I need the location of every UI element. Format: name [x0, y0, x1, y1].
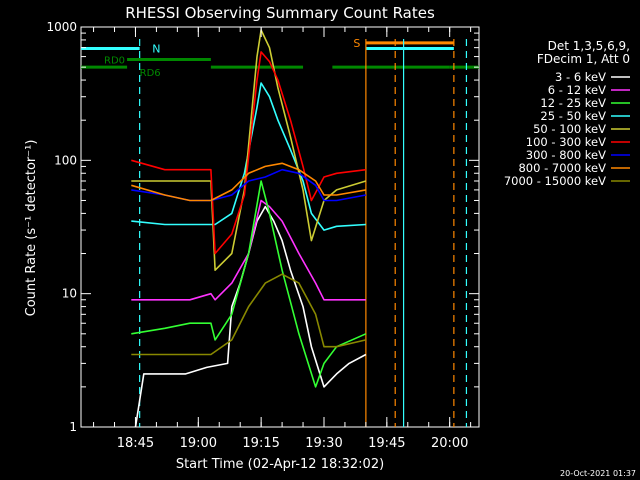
bar-label-n: N [152, 42, 160, 55]
series-line-3 [131, 82, 366, 231]
y-tick-label: 1 [69, 420, 77, 434]
chart-title: RHESSI Observing Summary Count Rates [125, 4, 435, 22]
x-tick-label: 18:45 [117, 436, 154, 451]
legend-label: 300 - 800 keV [526, 148, 606, 162]
series-line-0 [134, 205, 367, 428]
series-line-1 [131, 199, 366, 301]
series-line-2 [131, 180, 367, 388]
legend-label: 12 - 25 keV [540, 96, 606, 110]
series-line-7 [131, 162, 367, 202]
plot-frame [80, 26, 480, 428]
y-tick-label: 10 [62, 287, 77, 301]
legend-label: 100 - 300 keV [526, 135, 606, 149]
y-tick-label: 1000 [46, 20, 77, 34]
bar-label-s: S [353, 37, 360, 50]
series-line-8 [131, 273, 367, 356]
x-tick-label: 19:15 [242, 436, 279, 451]
y-tick-label: 100 [54, 153, 77, 167]
x-axis-label: Start Time (02-Apr-12 18:32:02) [176, 457, 384, 472]
legend-label: 50 - 100 keV [533, 122, 606, 136]
y-axis-label: Count Rate (s⁻¹ detector⁻¹) [24, 140, 39, 317]
x-tick-label: 20:00 [431, 436, 468, 451]
x-tick-label: 19:45 [368, 436, 405, 451]
legend: Det 1,3,5,6,9, FDecim 1, Att 0 3 - 6 keV… [504, 39, 630, 188]
legend-label: 3 - 6 keV [555, 70, 606, 84]
legend-label: 7000 - 15000 keV [504, 174, 606, 188]
x-tick-label: 19:30 [305, 436, 342, 451]
legend-header-2: FDecim 1, Att 0 [537, 52, 630, 66]
bar-label-rd6: RD6 [140, 68, 161, 79]
series-line-5 [131, 51, 366, 255]
legend-header-1: Det 1,3,5,6,9, [548, 39, 630, 53]
timestamp: 20-Oct-2021 01:37 [560, 469, 636, 478]
bar-label-rd0: RD0 [104, 56, 125, 67]
legend-label: 6 - 12 keV [548, 83, 606, 97]
legend-label: 800 - 7000 keV [518, 161, 606, 175]
x-tick-label: 19:00 [180, 436, 217, 451]
legend-label: 25 - 50 keV [540, 109, 606, 123]
